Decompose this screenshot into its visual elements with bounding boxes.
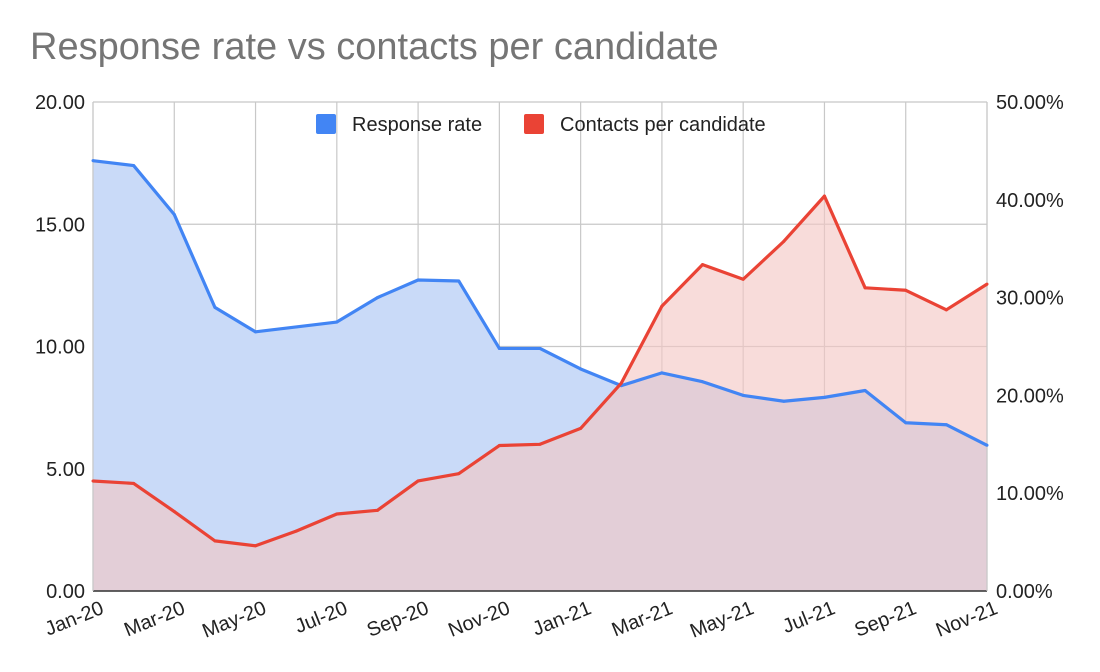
point-response-rate	[335, 320, 339, 324]
legend-swatch-contacts-per-candidate[interactable]	[524, 114, 544, 134]
point-contacts-per-candidate	[985, 282, 989, 286]
y-left-tick-label: 5.00	[46, 459, 85, 481]
point-response-rate	[985, 443, 989, 447]
point-response-rate	[172, 212, 176, 216]
point-contacts-per-candidate	[782, 239, 786, 243]
point-response-rate	[701, 380, 705, 384]
point-contacts-per-candidate	[375, 508, 379, 512]
point-contacts-per-candidate	[91, 479, 95, 483]
point-response-rate	[822, 395, 826, 399]
y-right-tick-label: 0.00%	[996, 581, 1053, 603]
x-tick-label: Jan-21	[530, 597, 595, 640]
point-response-rate	[944, 423, 948, 427]
point-contacts-per-candidate	[904, 288, 908, 292]
point-response-rate	[91, 159, 95, 163]
legend-label-contacts-per-candidate[interactable]: Contacts per candidate	[560, 114, 766, 136]
point-response-rate	[375, 296, 379, 300]
point-response-rate	[132, 164, 136, 168]
axis-layer	[92, 102, 988, 592]
point-contacts-per-candidate	[335, 512, 339, 516]
legend-swatch-response-rate[interactable]	[316, 114, 336, 134]
point-response-rate	[741, 393, 745, 397]
line-layer	[91, 159, 989, 548]
x-tick-label: Mar-20	[121, 597, 188, 641]
point-contacts-per-candidate	[863, 286, 867, 290]
point-contacts-per-candidate	[416, 479, 420, 483]
point-response-rate	[416, 278, 420, 282]
point-response-rate	[904, 421, 908, 425]
y-right-tick-label: 20.00%	[996, 385, 1064, 407]
point-contacts-per-candidate	[822, 194, 826, 198]
point-response-rate	[579, 367, 583, 371]
x-tick-label: Jul-21	[780, 597, 839, 638]
x-tick-label: Sep-21	[852, 597, 920, 642]
area-layer	[93, 160, 987, 591]
y-left-tick-label: 15.00	[35, 214, 85, 236]
x-tick-label: Mar-21	[609, 597, 676, 641]
point-contacts-per-candidate	[619, 381, 623, 385]
x-tick-label: Nov-20	[445, 597, 513, 642]
y-left-tick-label: 20.00	[35, 92, 85, 114]
point-contacts-per-candidate	[497, 444, 501, 448]
x-tick-label: May-20	[199, 597, 269, 642]
y-right-tick-label: 50.00%	[996, 92, 1064, 114]
point-response-rate	[213, 305, 217, 309]
legend-label-response-rate[interactable]: Response rate	[352, 114, 482, 136]
y-right-tick-label: 10.00%	[996, 483, 1064, 505]
area-contacts-per-candidate	[93, 196, 987, 591]
y-right-tick-label: 40.00%	[996, 190, 1064, 212]
x-tick-label: Sep-20	[364, 597, 432, 642]
x-tick-label: May-21	[687, 597, 757, 642]
point-contacts-per-candidate	[172, 510, 176, 514]
point-contacts-per-candidate	[538, 442, 542, 446]
y-left-tick-label: 0.00	[46, 581, 85, 603]
point-response-rate	[538, 346, 542, 350]
point-response-rate	[294, 325, 298, 329]
point-contacts-per-candidate	[741, 277, 745, 281]
point-response-rate	[254, 330, 258, 334]
y-left-tick-label: 10.00	[35, 337, 85, 359]
chart-title: Response rate vs contacts per candidate	[30, 26, 719, 68]
x-tick-label: Jan-20	[42, 597, 107, 640]
point-response-rate	[782, 399, 786, 403]
point-contacts-per-candidate	[944, 308, 948, 312]
point-contacts-per-candidate	[254, 544, 258, 548]
x-tick-label: Nov-21	[933, 597, 1001, 642]
point-response-rate	[660, 371, 664, 375]
point-response-rate	[457, 279, 461, 283]
point-contacts-per-candidate	[660, 304, 664, 308]
x-tick-label: Jul-20	[292, 597, 351, 638]
point-contacts-per-candidate	[457, 472, 461, 476]
point-response-rate	[497, 346, 501, 350]
legend[interactable]: Response rate Contacts per candidate	[316, 114, 766, 136]
point-contacts-per-candidate	[579, 426, 583, 430]
point-contacts-per-candidate	[701, 263, 705, 267]
point-response-rate	[863, 389, 867, 393]
point-contacts-per-candidate	[213, 539, 217, 543]
point-contacts-per-candidate	[132, 481, 136, 485]
point-contacts-per-candidate	[294, 529, 298, 533]
y-right-tick-label: 30.00%	[996, 288, 1064, 310]
